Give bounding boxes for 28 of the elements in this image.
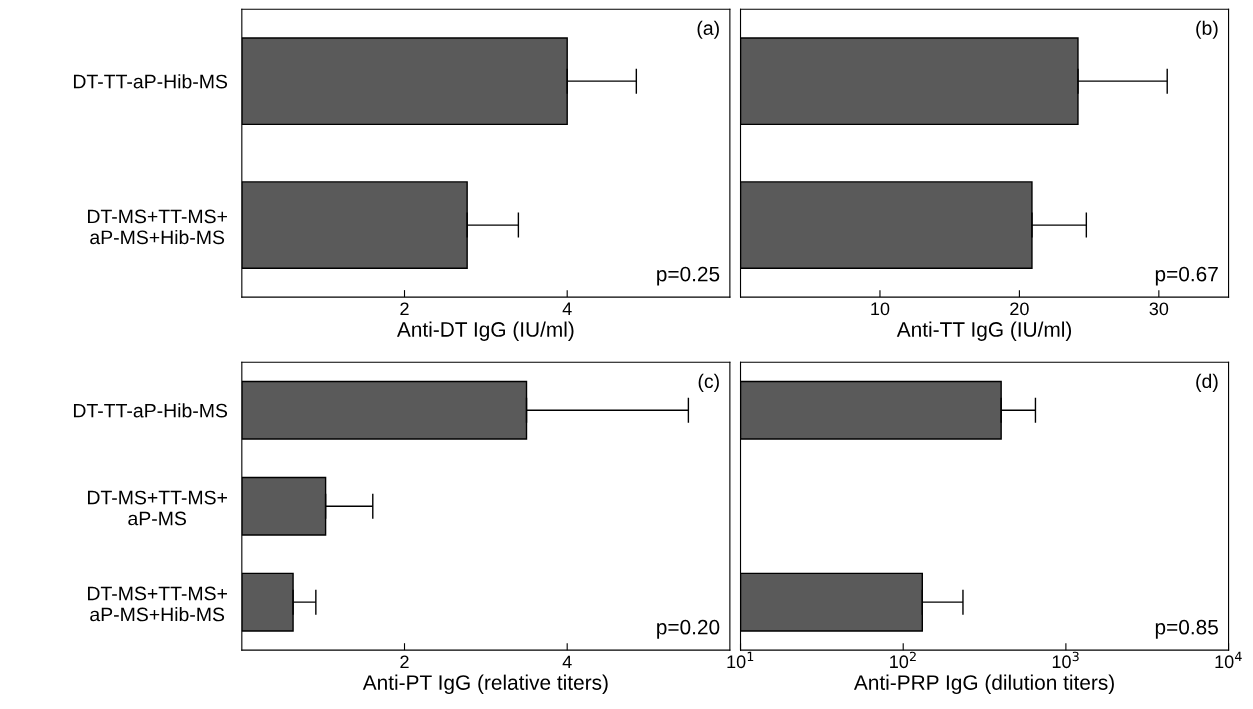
annotation: (d) bbox=[1196, 373, 1218, 392]
x-axis-title: Anti-PT IgG (relative titers) bbox=[362, 674, 608, 695]
y-tick-label: DT-MS+TT-MS+ aP-MS+Hib-MS bbox=[88, 586, 227, 622]
x-axis-title: Anti-PRP IgG (dilution titers) bbox=[853, 674, 1114, 695]
x-tick-label: 30 bbox=[1149, 302, 1169, 316]
annotation: p=0.85 bbox=[1155, 619, 1218, 639]
annotation: p=0.67 bbox=[1155, 266, 1218, 286]
x-tick-label: 10$^{4}$ bbox=[1215, 651, 1242, 669]
x-tick-label: 2 bbox=[400, 302, 409, 316]
annotation: (b) bbox=[1196, 20, 1218, 39]
x-tick-label: 4 bbox=[562, 655, 572, 669]
x-tick-label: 10 bbox=[871, 302, 890, 316]
x-tick-label: 4 bbox=[562, 302, 572, 316]
x-axis-title: Anti-TT IgG (IU/ml) bbox=[896, 321, 1072, 341]
x-tick-label: 10$^{3}$ bbox=[1052, 651, 1079, 669]
y-tick-label: DT-TT-aP-Hib-MS bbox=[73, 74, 228, 89]
annotation: (a) bbox=[697, 20, 719, 39]
annotation: (c) bbox=[698, 373, 719, 392]
y-tick-label: DT-TT-aP-Hib-MS bbox=[73, 403, 228, 418]
x-tick-label: 2 bbox=[400, 655, 409, 669]
x-tick-label: 20 bbox=[1010, 302, 1029, 316]
annotation: p=0.20 bbox=[657, 619, 720, 639]
x-tick-label: 10$^{2}$ bbox=[890, 651, 916, 669]
y-tick-label: DT-MS+TT-MS+ aP-MS bbox=[88, 490, 227, 526]
x-tick-label: 10$^{1}$ bbox=[727, 651, 754, 669]
annotation: p=0.25 bbox=[657, 266, 720, 286]
x-axis-title: Anti-DT IgG (IU/ml) bbox=[396, 321, 574, 341]
y-tick-label: DT-MS+TT-MS+ aP-MS+Hib-MS bbox=[88, 209, 227, 245]
